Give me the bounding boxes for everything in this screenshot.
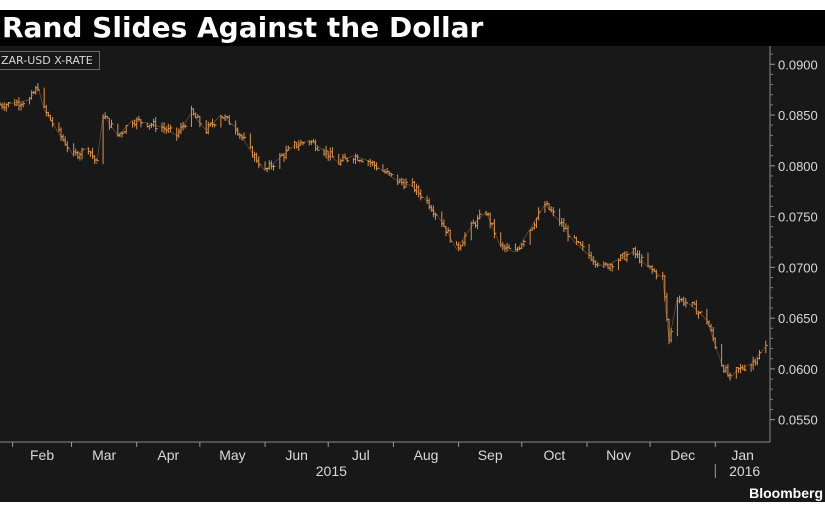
x-tick-label: Apr bbox=[157, 447, 179, 463]
year-label: 2015 bbox=[316, 463, 347, 479]
chart-title: Rand Slides Against the Dollar bbox=[0, 10, 825, 46]
x-tick-label: Mar bbox=[92, 447, 116, 463]
x-tick-label: Jan bbox=[731, 447, 754, 463]
x-tick-label: Jul bbox=[352, 447, 370, 463]
y-tick-label: 0.0700 bbox=[778, 260, 818, 275]
y-tick-label: 0.0800 bbox=[778, 159, 818, 174]
x-tick-label: Dec bbox=[670, 447, 695, 463]
y-axis-ticks bbox=[770, 53, 775, 421]
source-label: Bloomberg bbox=[749, 485, 823, 501]
y-tick-label: 0.0650 bbox=[778, 311, 818, 326]
y-tick-label: 0.0550 bbox=[778, 413, 818, 428]
price-bars bbox=[0, 82, 768, 381]
y-tick-label: 0.0900 bbox=[778, 57, 818, 72]
grid-lines bbox=[0, 46, 771, 443]
x-axis-labels: Feb Mar Apr May Jun Jul Aug Sep Oct Nov Dec Jan 2015… bbox=[30, 447, 760, 479]
chart-panel: Feb Mar Apr May Jun Jul Aug Sep Oct Nov Dec Jan 2015… bbox=[0, 46, 825, 502]
x-tick-label: Feb bbox=[30, 447, 54, 463]
line-chart: Feb Mar Apr May Jun Jul Aug Sep Oct Nov Dec Jan 2015… bbox=[0, 46, 818, 479]
y-tick-label: 0.0850 bbox=[778, 108, 818, 123]
year-label: 2016 bbox=[729, 463, 760, 479]
x-tick-label: Oct bbox=[543, 447, 565, 463]
x-axis-ticks bbox=[12, 442, 716, 478]
y-tick-label: 0.0750 bbox=[778, 210, 818, 225]
x-tick-label: Aug bbox=[414, 447, 439, 463]
x-tick-label: Jun bbox=[285, 447, 308, 463]
series-label: ZAR-USD X-RATE bbox=[0, 51, 100, 70]
x-tick-label: Nov bbox=[606, 447, 631, 463]
x-tick-label: May bbox=[219, 447, 245, 463]
y-tick-label: 0.0600 bbox=[778, 362, 818, 377]
x-tick-label: Sep bbox=[478, 447, 503, 463]
series-line bbox=[0, 85, 767, 380]
y-axis-labels: 0.0900 0.0850 0.0800 0.0750 0.0700 0.0650 0.06… bbox=[778, 57, 818, 427]
